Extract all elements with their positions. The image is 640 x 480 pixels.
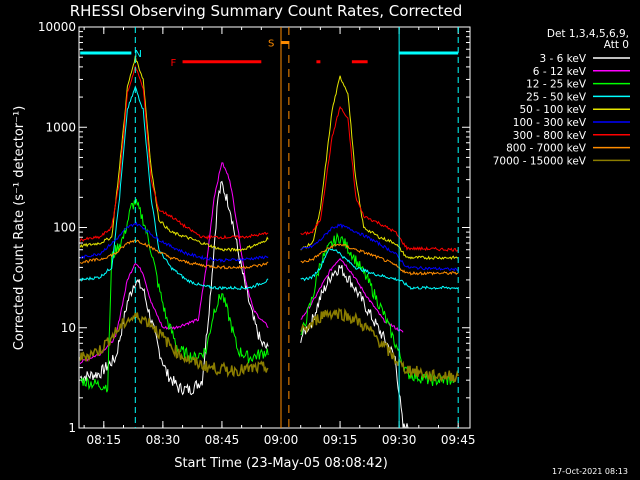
plot-area <box>79 55 459 429</box>
y-tick-label: 10000 <box>38 20 76 34</box>
series-line <box>79 312 269 378</box>
series-line <box>80 221 269 263</box>
series-line <box>300 265 411 429</box>
y-axis-label: Corrected Count Rate (s⁻¹ detector⁻¹) <box>12 106 27 351</box>
annotations: N F S <box>80 27 459 428</box>
legend-label: 800 - 7000 keV <box>506 143 587 155</box>
legend-label: 300 - 800 keV <box>513 130 587 142</box>
legend-label: 25 - 50 keV <box>526 91 587 103</box>
series-line <box>79 85 269 291</box>
series-line <box>79 55 269 253</box>
series-line <box>79 162 269 365</box>
x-tick-label: 08:45 <box>205 433 240 447</box>
legend-label: 6 - 12 keV <box>533 66 587 78</box>
series-line <box>300 247 459 290</box>
series-line <box>300 307 459 383</box>
series-line <box>300 223 459 272</box>
y-tick-label: 1 <box>68 421 76 435</box>
series-line <box>300 232 455 386</box>
series-line <box>79 64 269 242</box>
x-tick-label: 09:00 <box>264 433 299 447</box>
annotation-label: N <box>134 49 141 60</box>
legend-label: 12 - 25 keV <box>526 79 587 91</box>
x-tick-label: 08:30 <box>146 433 181 447</box>
series-line <box>300 105 459 252</box>
series-line <box>79 239 269 270</box>
x-tick-label: 09:15 <box>323 433 358 447</box>
x-tick-label: 09:45 <box>441 433 476 447</box>
legend-label: 100 - 300 keV <box>513 117 587 129</box>
y-tick-label: 1000 <box>45 120 76 134</box>
x-axis-label: Start Time (23-May-05 08:08:42) <box>174 456 388 471</box>
series-line <box>79 198 269 393</box>
legend-label: 50 - 100 keV <box>519 104 586 116</box>
y-tick-label: 100 <box>53 221 76 235</box>
x-tick-label: 09:30 <box>382 433 417 447</box>
annotation-label: F <box>171 58 177 69</box>
legend-header: Det 1,3,4,5,6,9, <box>547 28 629 40</box>
annotation-label: S <box>268 39 274 50</box>
footer-date: 17-Oct-2021 08:13 <box>552 467 628 476</box>
series-line <box>79 180 269 396</box>
legend-header: Att 0 <box>604 39 629 51</box>
chart-title: RHESSI Observing Summary Count Rates, Co… <box>70 2 463 20</box>
series-line <box>300 243 459 276</box>
series-line <box>300 75 459 261</box>
legend-label: 3 - 6 keV <box>539 53 586 65</box>
x-tick-label: 08:15 <box>87 433 122 447</box>
legend-label: 7000 - 15000 keV <box>493 155 587 167</box>
y-tick-label: 10 <box>61 321 76 335</box>
